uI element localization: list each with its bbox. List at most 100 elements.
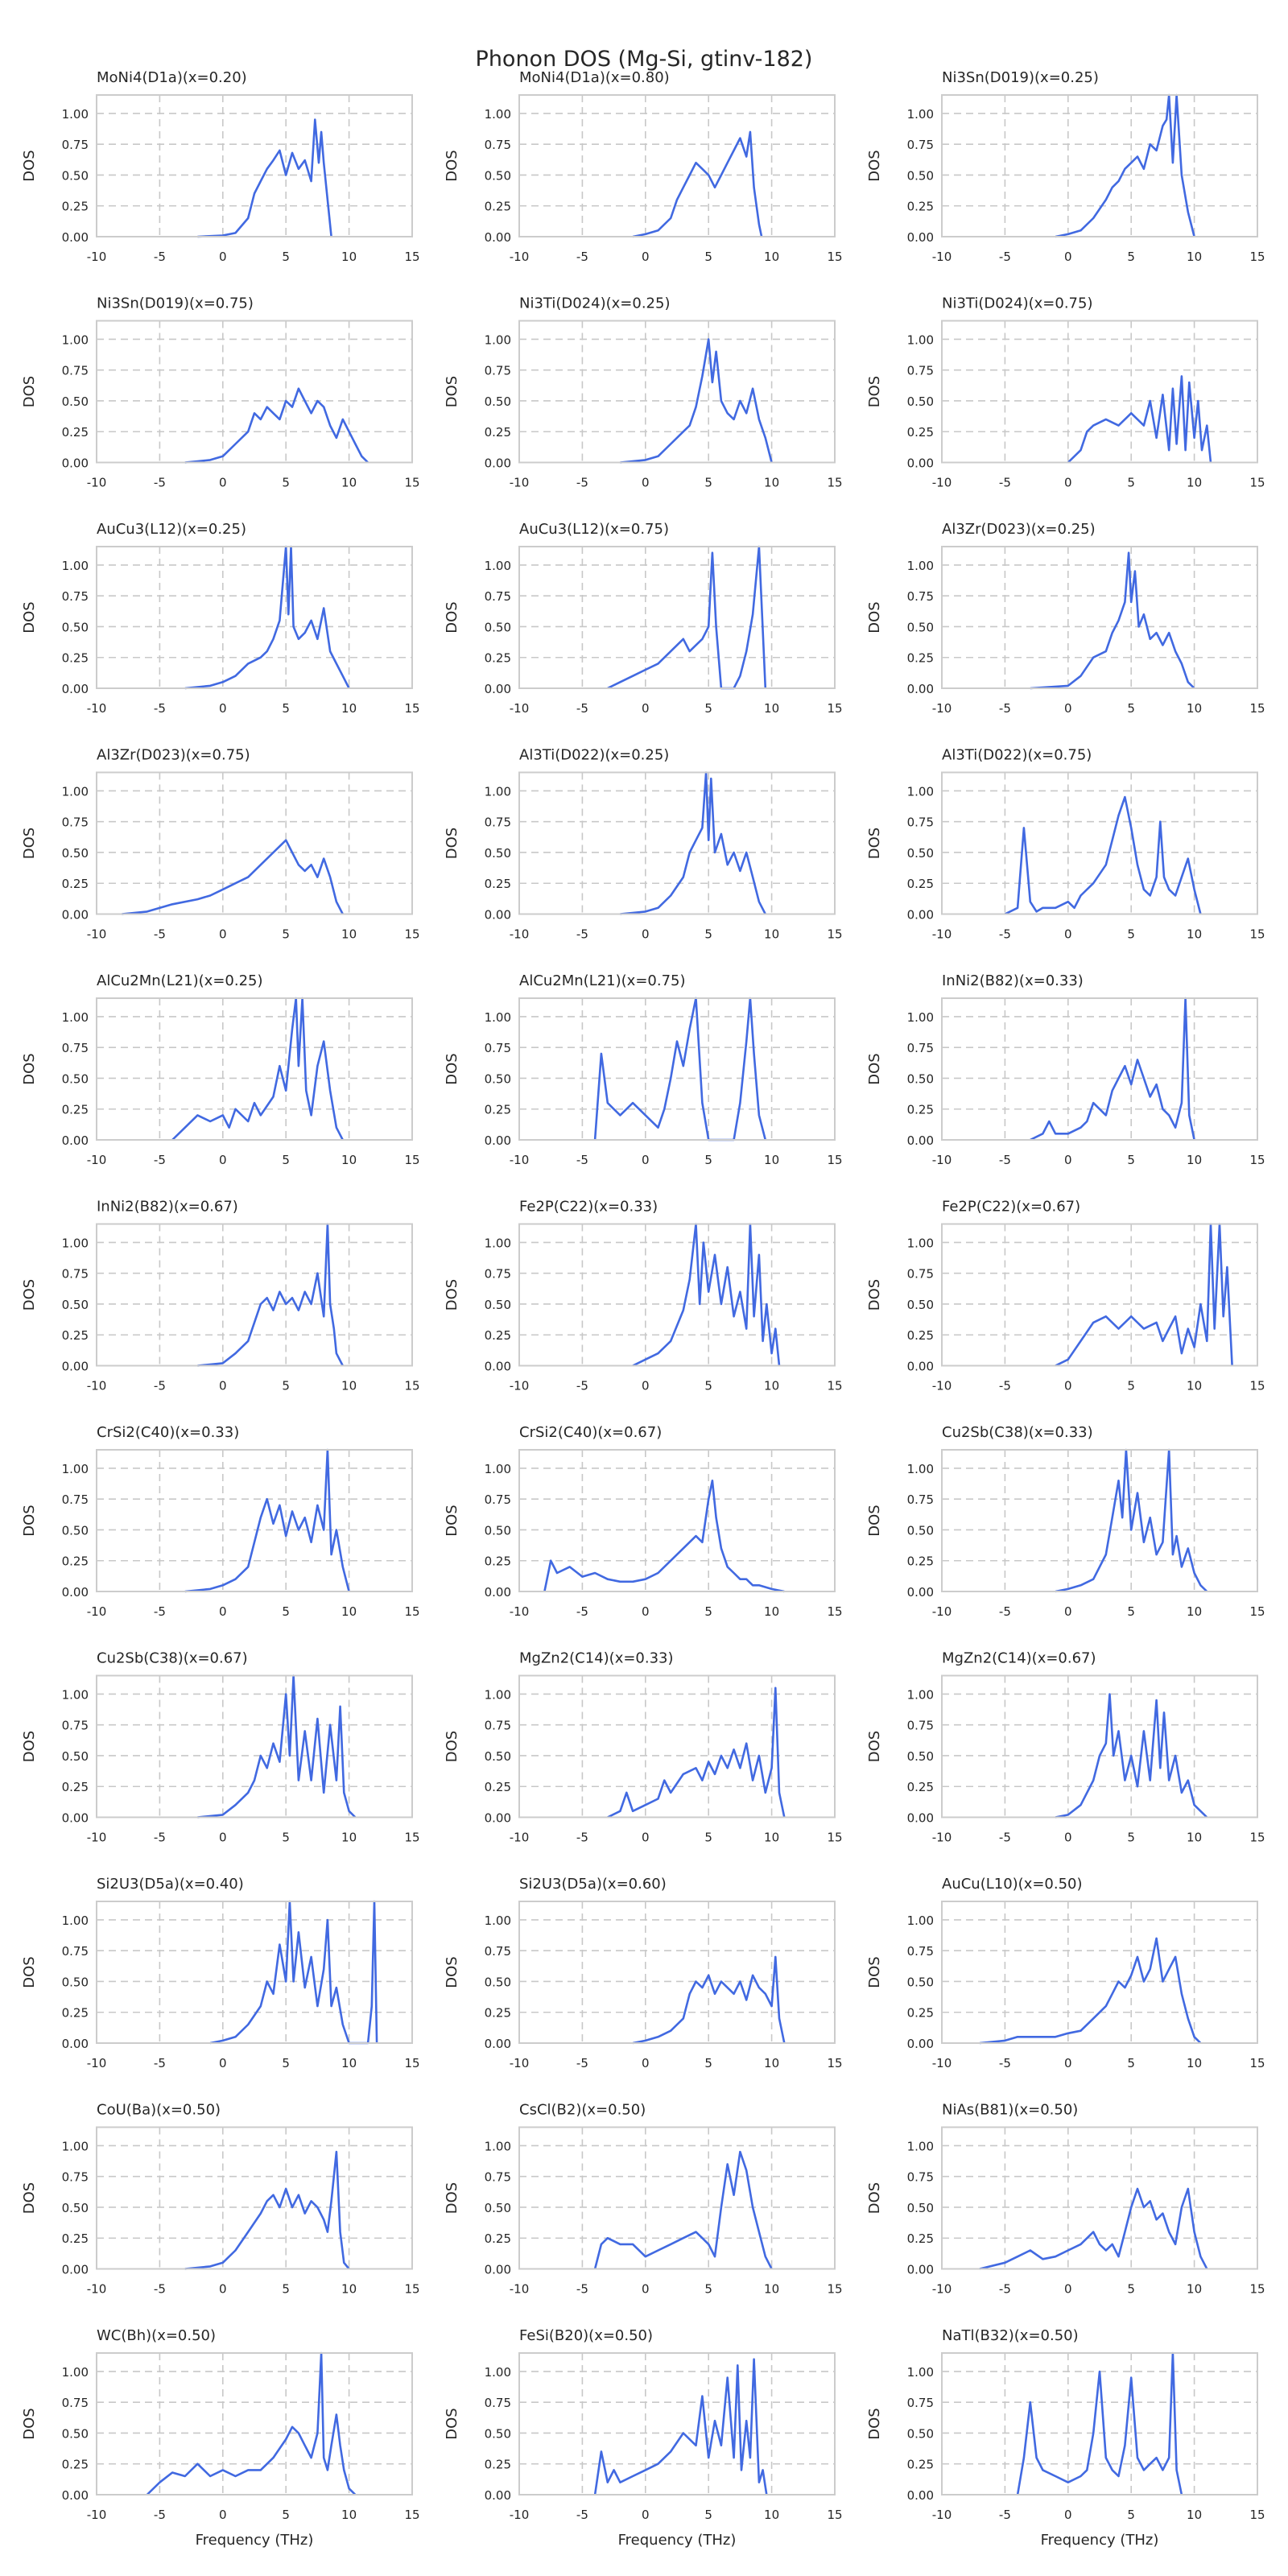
y-tick-label: 1.00 — [62, 1687, 89, 1702]
x-tick-label: 5 — [704, 1379, 712, 1393]
x-tick-label: -10 — [87, 476, 107, 490]
y-axis-label: DOS — [866, 1731, 883, 1762]
y-tick-label: 0.50 — [62, 1071, 89, 1086]
x-tick-label: 0 — [1064, 1153, 1072, 1167]
x-tick-label: 0 — [219, 1153, 227, 1167]
x-tick-label: -5 — [576, 2282, 588, 2297]
subplot: -10 -5 0 5 10 15 0.00 0.25 0.50 0.75 1.00 Si2U3(D5a… — [444, 1876, 843, 2070]
x-tick-label: 0 — [642, 1153, 650, 1167]
x-tick-label: 10 — [764, 1153, 779, 1167]
axes-frame — [96, 2352, 413, 2496]
y-tick-label: 1.00 — [62, 332, 89, 347]
x-tick-label: 0 — [219, 927, 227, 942]
y-tick-label: 0.75 — [907, 1719, 934, 1733]
y-tick-label: 0.25 — [62, 425, 89, 440]
y-tick-label: 0.25 — [907, 425, 934, 440]
y-tick-label: 1.00 — [485, 1913, 511, 1928]
x-tick-label: 10 — [764, 927, 779, 942]
x-tick-label: 10 — [1187, 701, 1202, 716]
x-axis-label: Frequency (THz) — [1041, 2532, 1159, 2549]
x-tick-label: -10 — [87, 701, 107, 716]
y-axis-label: DOS — [444, 1279, 460, 1311]
x-tick-label: 0 — [642, 1379, 650, 1393]
x-tick-label: -10 — [932, 250, 952, 264]
x-tick-label: 5 — [282, 701, 290, 716]
x-tick-label: 15 — [404, 1604, 419, 1619]
dos-series-line — [632, 1955, 786, 2045]
x-tick-label: 0 — [642, 2508, 650, 2522]
x-tick-label: 15 — [1249, 1379, 1265, 1393]
x-tick-label: 0 — [219, 2056, 227, 2070]
x-tick-label: 10 — [764, 1379, 779, 1393]
axes-frame — [518, 771, 836, 915]
x-tick-label: 15 — [1249, 2056, 1265, 2070]
y-tick-label: 0.75 — [485, 815, 511, 830]
subplot: -10 -5 0 5 10 15 0.00 0.25 0.50 0.75 1.00 FeSi(B20)… — [444, 2327, 843, 2549]
dos-series-line — [1030, 997, 1195, 1141]
dos-series-line — [184, 1448, 350, 1593]
subplot: -10 -5 0 5 10 15 0.00 0.25 0.50 0.75 1.00 Si2U3(D5a… — [21, 1876, 420, 2070]
axes-frame — [941, 1901, 1258, 2044]
x-tick-label: 15 — [827, 927, 842, 942]
y-tick-label: 0.75 — [62, 364, 89, 378]
y-tick-label: 0.75 — [485, 1267, 511, 1282]
y-tick-label: 0.75 — [62, 589, 89, 604]
subplot: -10 -5 0 5 10 15 0.00 0.25 0.50 0.75 1.00 Ni3Ti(D02… — [866, 295, 1265, 490]
dos-series-line — [1055, 1223, 1233, 1367]
subplot-title: MgZn2(C14)(x=0.33) — [519, 1650, 674, 1667]
y-tick-label: 0.25 — [485, 2458, 511, 2472]
x-tick-label: 10 — [764, 2508, 779, 2522]
x-tick-label: 5 — [282, 927, 290, 942]
x-tick-label: -10 — [510, 2508, 530, 2522]
dos-series-line — [1055, 1693, 1208, 1818]
y-axis-label: DOS — [21, 828, 38, 859]
subplot-title: CoU(Ba)(x=0.50) — [97, 2102, 221, 2119]
subplot-title: Si2U3(D5a)(x=0.60) — [519, 1876, 667, 1893]
x-tick-label: 10 — [764, 1604, 779, 1619]
y-tick-label: 1.00 — [907, 559, 934, 573]
dos-series-line — [607, 545, 767, 690]
x-tick-label: 15 — [1249, 476, 1265, 490]
x-tick-label: -5 — [999, 1604, 1011, 1619]
y-tick-label: 0.75 — [907, 2396, 934, 2410]
y-tick-label: 1.00 — [62, 559, 89, 573]
y-axis-label: DOS — [866, 2182, 883, 2214]
y-tick-label: 0.00 — [907, 1133, 934, 1148]
x-tick-label: 5 — [1127, 1604, 1135, 1619]
x-tick-label: 15 — [827, 1604, 842, 1619]
y-axis-label: DOS — [21, 1956, 38, 1988]
dos-series-line — [632, 1223, 781, 1367]
y-tick-label: 0.00 — [485, 2488, 511, 2503]
subplot-title: AuCu3(L12)(x=0.75) — [519, 521, 669, 538]
x-tick-label: -10 — [510, 250, 530, 264]
y-tick-label: 0.00 — [485, 456, 511, 471]
x-tick-label: 0 — [1064, 2056, 1072, 2070]
subplot-title: CrSi2(C40)(x=0.67) — [519, 1424, 662, 1441]
x-tick-label: -10 — [932, 1379, 952, 1393]
subplot-title: MoNi4(D1a)(x=0.80) — [519, 69, 670, 86]
y-tick-label: 1.00 — [907, 784, 934, 799]
y-tick-label: 0.00 — [62, 1360, 89, 1374]
subplot: -10 -5 0 5 10 15 0.00 0.25 0.50 0.75 1.00 MoNi4(D1a… — [444, 69, 843, 264]
axes-frame — [96, 771, 413, 915]
x-tick-label: 5 — [282, 250, 290, 264]
y-tick-label: 0.00 — [907, 1360, 934, 1374]
y-tick-label: 0.50 — [485, 1975, 511, 1989]
y-tick-label: 0.00 — [62, 2037, 89, 2051]
x-tick-label: 10 — [1187, 250, 1202, 264]
y-axis-label: DOS — [866, 828, 883, 859]
x-tick-label: 0 — [219, 2282, 227, 2297]
dos-series-line — [122, 839, 344, 915]
x-tick-label: 0 — [642, 1604, 650, 1619]
y-tick-label: 1.00 — [485, 1010, 511, 1025]
subplot: -10 -5 0 5 10 15 0.00 0.25 0.50 0.75 1.00 MoNi4(D1a… — [21, 69, 420, 264]
dos-series-line — [593, 2150, 773, 2270]
x-tick-label: 0 — [1064, 927, 1072, 942]
x-tick-label: 0 — [1064, 1604, 1072, 1619]
x-tick-label: -10 — [932, 2508, 952, 2522]
x-tick-label: 10 — [341, 2282, 357, 2297]
x-tick-label: -10 — [87, 1379, 107, 1393]
y-tick-label: 1.00 — [485, 1236, 511, 1250]
axes-frame — [941, 94, 1258, 237]
x-tick-label: 0 — [219, 1604, 227, 1619]
